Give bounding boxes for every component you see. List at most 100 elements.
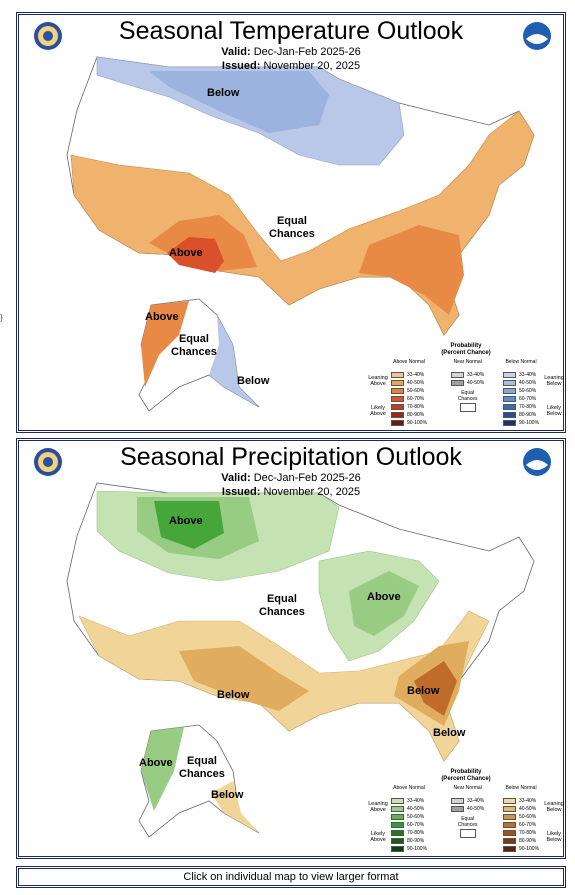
- legend-range-label: 60-70%: [407, 396, 425, 402]
- alaska-equal-label: Equal Chances: [179, 755, 225, 780]
- legend-range-label: 33-40%: [467, 372, 485, 378]
- legend-swatch-row: 40-50%: [391, 379, 427, 387]
- legend-leaning-above: Leaning Above: [368, 375, 388, 387]
- legend-leaning-above: Leaning Above: [368, 801, 388, 813]
- legend-swatch-row: 70-80%: [391, 403, 427, 411]
- legend-swatch: [503, 822, 516, 828]
- legend-range-label: 40-50%: [407, 806, 425, 812]
- legend-swatch-row: 33-40%: [451, 797, 484, 805]
- margin-mark: }: [0, 313, 3, 322]
- legend-swatch-row: 40-50%: [503, 805, 539, 813]
- below-se-high: [414, 661, 457, 716]
- legend-range-label: 50-60%: [407, 388, 425, 394]
- precipitation-outlook-map[interactable]: Seasonal Precipitation Outlook Valid: De…: [16, 438, 566, 859]
- below-sw-mid: [179, 646, 309, 711]
- legend-swatch-row: 50-60%: [503, 387, 539, 395]
- precipitation-legend: Probability (Percent Chance) Leaning Abov…: [367, 769, 565, 857]
- temperature-map-graphic: [66, 56, 535, 412]
- legend-swatch: [391, 412, 404, 418]
- legend-swatch-row: 50-60%: [503, 813, 539, 821]
- legend-swatch: [503, 806, 516, 812]
- legend-swatch: [503, 396, 516, 402]
- legend-range-label: 90-100%: [519, 846, 540, 852]
- precipitation-map-graphic: [66, 482, 535, 838]
- legend-range-label: 80-90%: [519, 838, 537, 844]
- legend-swatch-row: 80-90%: [503, 837, 539, 845]
- legend-swatch: [451, 798, 464, 804]
- temperature-outlook-map[interactable]: Seasonal Temperature Outlook Valid: Dec-…: [16, 12, 566, 433]
- legend-swatch: [503, 814, 516, 820]
- footer-instruction: Click on individual map to view larger f…: [16, 866, 566, 888]
- noaa-logo-icon: [523, 448, 551, 476]
- legend-range-label: 33-40%: [519, 798, 537, 804]
- legend-swatch-row: 33-40%: [391, 371, 427, 379]
- legend-swatch: [503, 412, 516, 418]
- legend-leaning-below: Leaning Below: [544, 801, 564, 813]
- valid-line: Valid: Dec-Jan-Feb 2025-26: [221, 472, 361, 484]
- below-core: [149, 71, 329, 133]
- legend-likely-below: Likely Below: [546, 831, 562, 843]
- legend-title: Probability (Percent Chance): [441, 769, 491, 782]
- doc-seal-icon: [34, 22, 62, 50]
- legend-swatch: [391, 396, 404, 402]
- alaska-above: [141, 727, 184, 811]
- map-title: Seasonal Temperature Outlook: [118, 17, 464, 45]
- legend-swatch-row: 90-100%: [503, 845, 539, 853]
- legend-below-column: Below Normal 33-40% 40-50% 50-60% 60-70% 70-…: [503, 785, 539, 853]
- legend-range-label: 60-70%: [407, 822, 425, 828]
- legend-range-label: 33-40%: [519, 372, 537, 378]
- legend-swatch-row: 80-90%: [391, 837, 427, 845]
- legend-range-label: 50-60%: [519, 388, 537, 394]
- legend-swatch: [391, 806, 404, 812]
- valid-line: Valid: Dec-Jan-Feb 2025-26: [221, 46, 361, 58]
- legend-swatch-row: 80-90%: [391, 411, 427, 419]
- legend-range-label: 50-60%: [519, 814, 537, 820]
- legend-swatch: [391, 838, 404, 844]
- legend-swatch-row: 50-60%: [391, 387, 427, 395]
- legend-swatch-row: 40-50%: [451, 379, 484, 387]
- legend-near-column: Near Normal 33-40% 40-50% Equal Chances: [451, 785, 484, 838]
- map-title: Seasonal Precipitation Outlook: [120, 443, 462, 471]
- legend-title: Probability (Percent Chance): [441, 343, 491, 356]
- legend-range-label: 40-50%: [407, 380, 425, 386]
- legend-swatch: [503, 838, 516, 844]
- legend-swatch-row: 60-70%: [391, 821, 427, 829]
- above-southeast: [359, 225, 464, 315]
- legend-swatch: [391, 798, 404, 804]
- legend-swatch: [391, 420, 404, 426]
- legend-swatch-row: 33-40%: [451, 371, 484, 379]
- legend-swatch: [503, 846, 516, 852]
- legend-below-column: Below Normal 33-40% 40-50% 50-60% 60-70% 70-…: [503, 359, 539, 427]
- legend-range-label: 40-50%: [467, 380, 485, 386]
- above-ov-mid: [349, 571, 419, 636]
- above-ohio-valley-label: Above: [367, 591, 401, 603]
- legend-near-column: Near Normal 33-40% 40-50% Equal Chances: [451, 359, 484, 412]
- alaska-below-label: Below: [237, 375, 270, 387]
- legend-leaning-below: Leaning Below: [544, 375, 564, 387]
- legend-swatch-row: 70-80%: [503, 403, 539, 411]
- legend-swatch-row: 90-100%: [503, 419, 539, 427]
- legend-range-label: 90-100%: [519, 420, 540, 426]
- legend-range-label: 33-40%: [407, 372, 425, 378]
- legend-range-label: 70-80%: [519, 404, 537, 410]
- equal-chances-label: Equal Chances: [269, 215, 315, 240]
- doc-seal-icon: [34, 448, 62, 476]
- legend-range-label: 33-40%: [467, 798, 485, 804]
- legend-swatch: [391, 822, 404, 828]
- legend-above-column: Above Normal 33-40% 40-50% 50-60% 60-70% 70-…: [391, 785, 427, 853]
- noaa-logo-icon: [523, 22, 551, 50]
- below-southwest-label: Below: [217, 689, 250, 701]
- alaska-above-label: Above: [139, 757, 173, 769]
- legend-range-label: 40-50%: [519, 380, 537, 386]
- legend-swatch: [451, 380, 464, 386]
- legend-swatch: [503, 380, 516, 386]
- legend-swatch: [391, 372, 404, 378]
- legend-swatch-row: 40-50%: [451, 805, 484, 813]
- legend-swatch: [503, 372, 516, 378]
- legend-swatch-row: 70-80%: [391, 829, 427, 837]
- legend-swatch-row: 90-100%: [391, 845, 427, 853]
- legend-swatch-row: 50-60%: [391, 813, 427, 821]
- legend-swatch-row: 33-40%: [503, 797, 539, 805]
- legend-range-label: 80-90%: [407, 838, 425, 844]
- below-label: Below: [207, 87, 240, 99]
